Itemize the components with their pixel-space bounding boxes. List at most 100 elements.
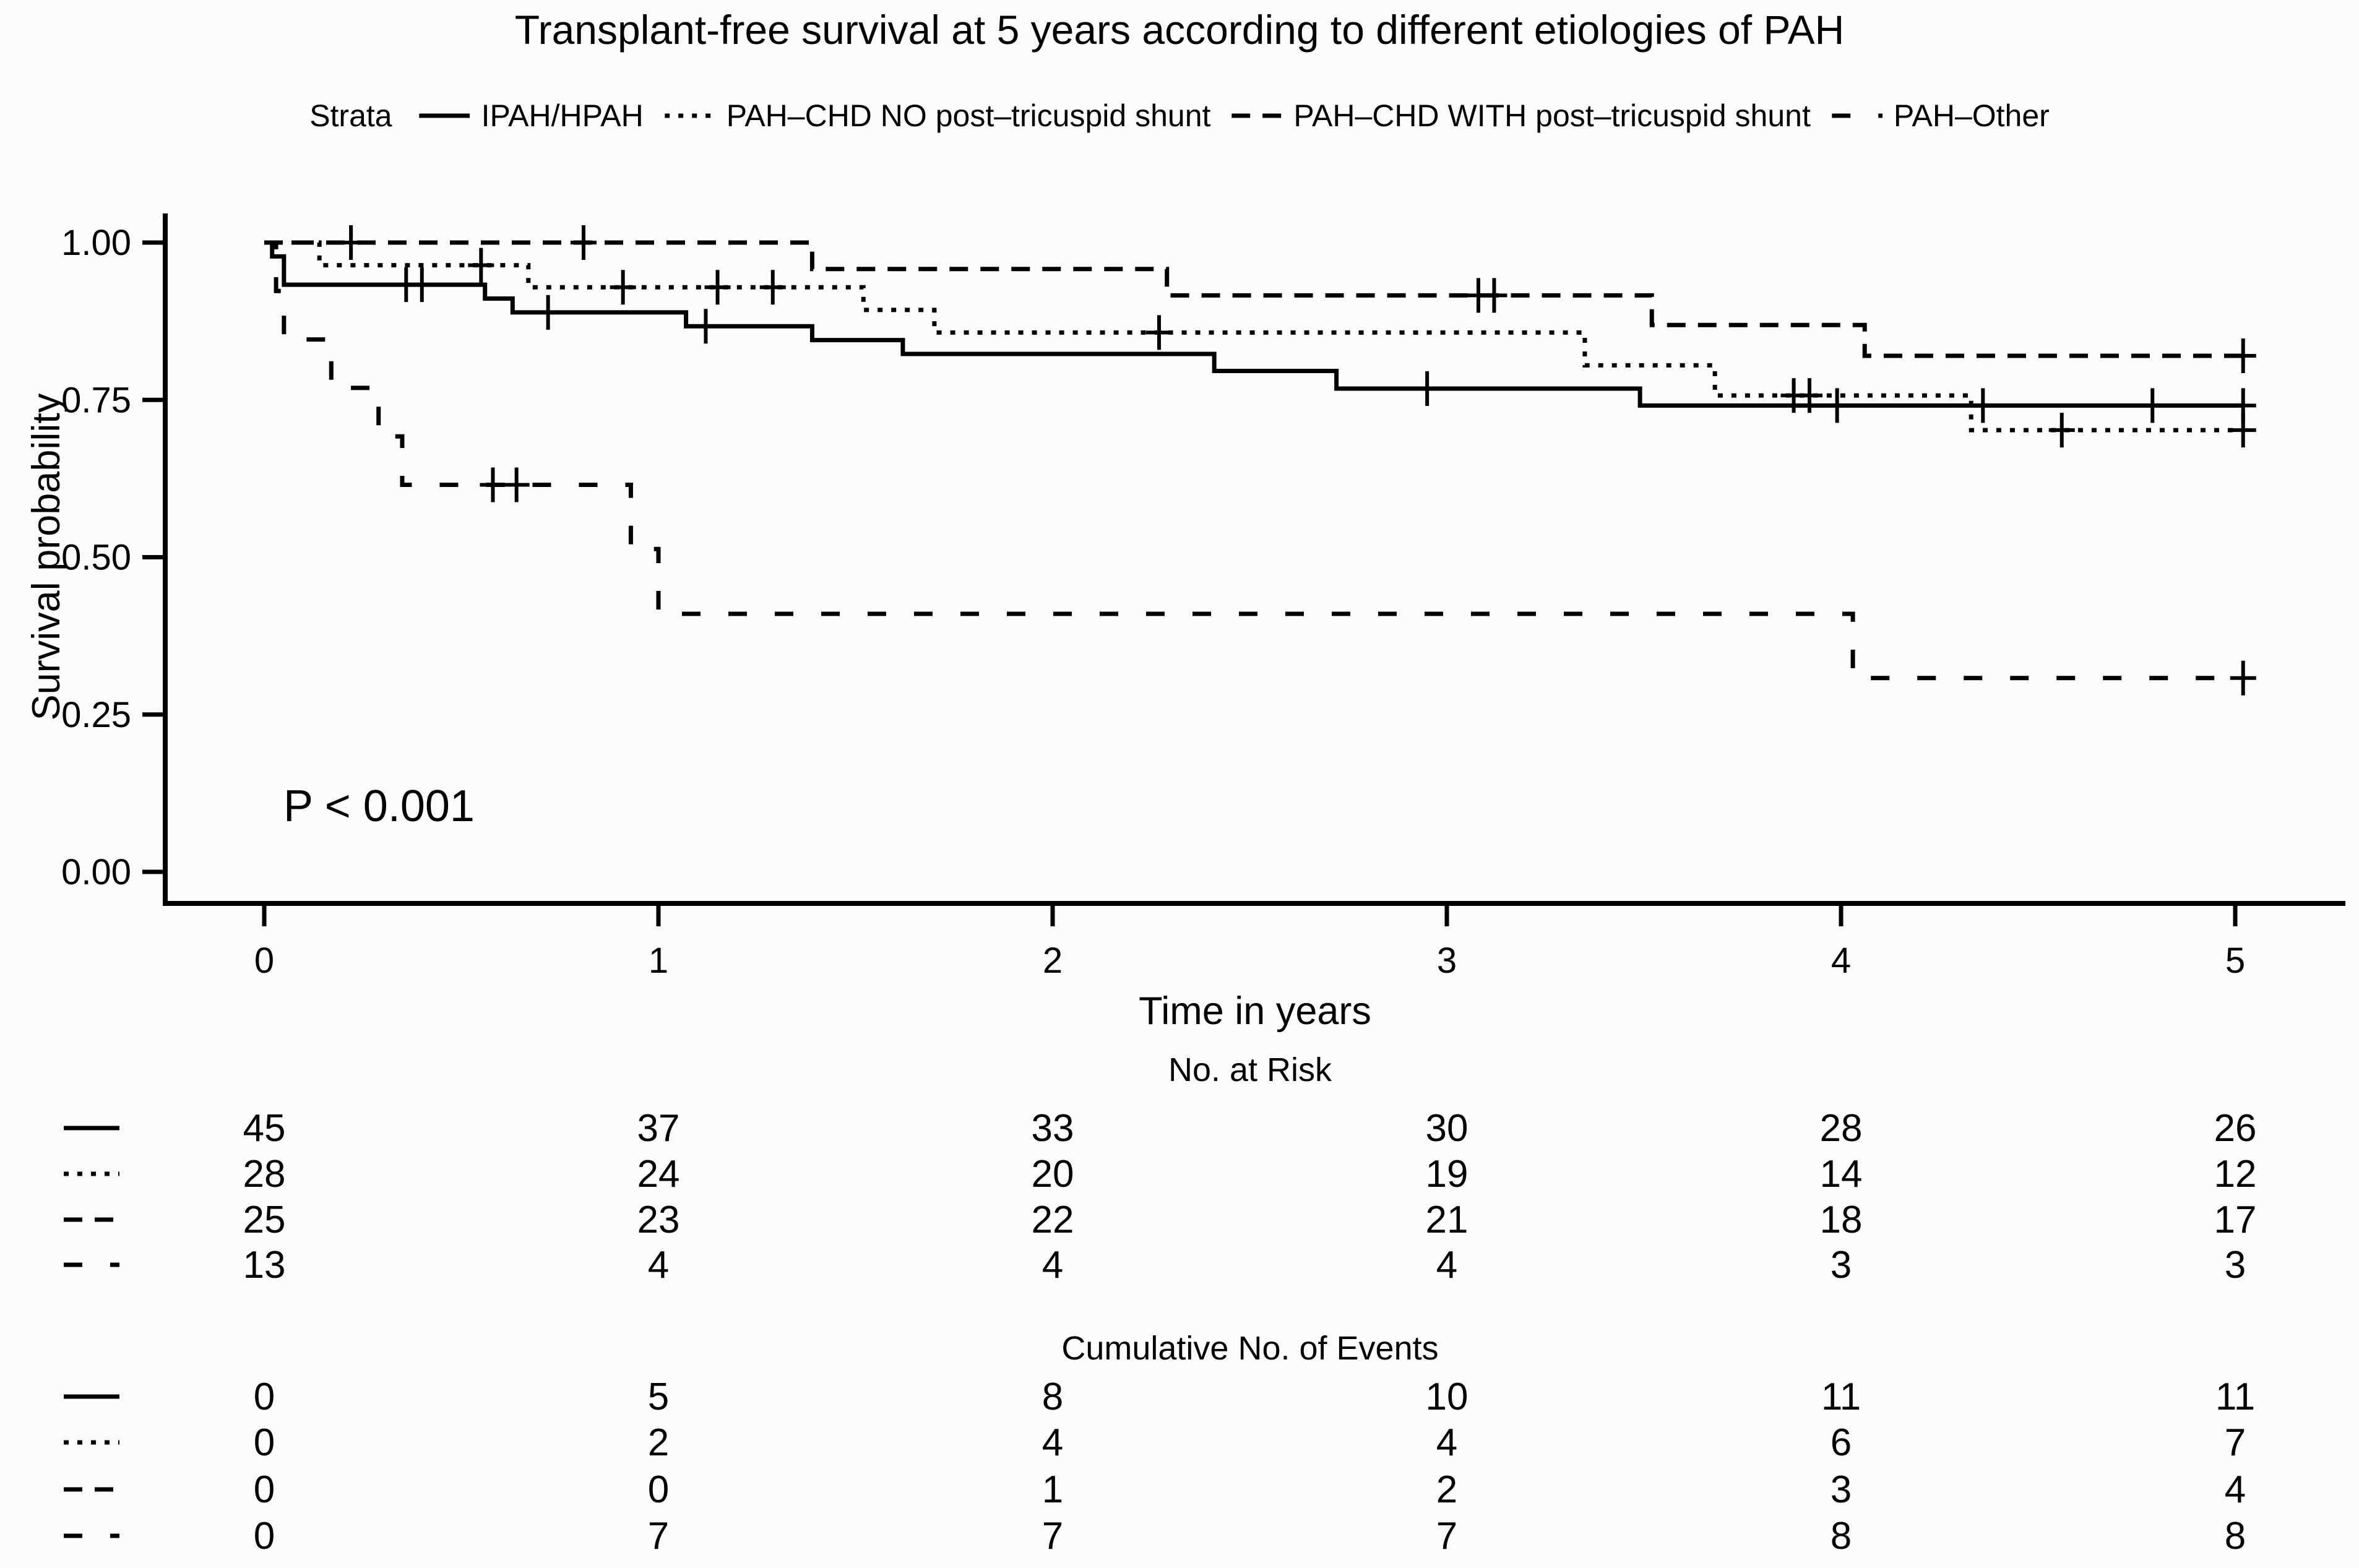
survival-curve-ipah-hpah xyxy=(264,240,2243,408)
risk-value-pah-chd-no-post-tricuspid-shunt-t2: 20 xyxy=(1032,1153,1074,1195)
x-axis-title: Time in years xyxy=(1139,989,1371,1033)
risk-value-pah-chd-with-post-tricuspid-shunt-t5: 17 xyxy=(2214,1199,2257,1241)
risk-value-ipah-hpah-t5: 26 xyxy=(2214,1107,2257,1150)
censor-mark-pah-chd-with-post-tricuspid-shunt xyxy=(338,225,364,260)
legend-item-label: PAH–CHD NO post–tricuspid shunt xyxy=(726,98,1211,133)
legend-item-ipah-hpah: IPAH/HPAH xyxy=(419,98,644,134)
risk-value-pah-chd-with-post-tricuspid-shunt-t0: 25 xyxy=(243,1199,286,1241)
censor-mark-ipah-hpah xyxy=(535,295,561,330)
censor-mark-ipah-hpah xyxy=(1824,388,1850,423)
risk-value-pah-chd-with-post-tricuspid-shunt-t2: 22 xyxy=(1032,1199,1074,1241)
events-value-pah-chd-with-post-tricuspid-shunt-t5: 4 xyxy=(2225,1468,2246,1511)
events-value-ipah-hpah-t1: 5 xyxy=(648,1376,669,1418)
pvalue-annotation: P < 0.001 xyxy=(283,782,475,831)
x-tick-label: 1 xyxy=(649,941,668,981)
censor-mark-pah-other xyxy=(503,467,530,502)
events-value-pah-chd-with-post-tricuspid-shunt-t3: 2 xyxy=(1436,1468,1457,1511)
censor-mark-pah-chd-no-post-tricuspid-shunt xyxy=(1796,378,1823,413)
risk-value-pah-chd-with-post-tricuspid-shunt-t1: 23 xyxy=(637,1199,680,1241)
y-tick-label: 0.25 xyxy=(61,695,131,735)
events-value-pah-other-t1: 7 xyxy=(648,1515,669,1557)
legend-item-label: PAH–CHD WITH post–tricuspid shunt xyxy=(1293,98,1811,133)
risk-value-pah-chd-no-post-tricuspid-shunt-t0: 28 xyxy=(243,1153,286,1195)
y-tick-label: 0.50 xyxy=(61,538,131,578)
events-value-pah-other-t3: 7 xyxy=(1436,1515,1457,1557)
events-value-pah-other-t2: 7 xyxy=(1042,1515,1063,1557)
risk-value-pah-chd-no-post-tricuspid-shunt-t3: 19 xyxy=(1426,1153,1468,1195)
censor-mark-pah-chd-no-post-tricuspid-shunt xyxy=(704,270,731,305)
risk-value-pah-chd-no-post-tricuspid-shunt-t4: 14 xyxy=(1820,1153,1863,1195)
legend-line-sample-solid xyxy=(419,113,470,118)
x-tick-label: 5 xyxy=(2225,941,2245,981)
events-value-pah-chd-no-post-tricuspid-shunt-t4: 6 xyxy=(1831,1421,1852,1464)
survival-curve-pah-chd-no-post-tricuspid-shunt xyxy=(264,240,2243,433)
legend-items: IPAH/HPAH PAH–CHD NO post–tricuspid shunt… xyxy=(419,98,2050,134)
events-table-title: Cumulative No. of Events xyxy=(1061,1330,1439,1367)
events-value-ipah-hpah-t5: 11 xyxy=(2215,1376,2255,1418)
events-value-pah-chd-no-post-tricuspid-shunt-t2: 4 xyxy=(1042,1421,1063,1464)
risk-value-pah-other-t1: 4 xyxy=(648,1244,669,1286)
events-value-ipah-hpah-t0: 0 xyxy=(254,1376,275,1418)
censor-mark-pah-chd-no-post-tricuspid-shunt xyxy=(2048,413,2075,448)
events-value-pah-chd-with-post-tricuspid-shunt-t1: 0 xyxy=(648,1468,669,1511)
events-value-pah-chd-with-post-tricuspid-shunt-t2: 1 xyxy=(1042,1468,1063,1511)
censor-mark-ipah-hpah xyxy=(1970,388,1996,423)
risk-value-pah-chd-with-post-tricuspid-shunt-t4: 18 xyxy=(1820,1199,1863,1241)
censor-mark-pah-other xyxy=(2230,660,2256,696)
risk-value-ipah-hpah-t3: 30 xyxy=(1426,1107,1468,1150)
risk-table-title: No. at Risk xyxy=(1168,1051,1332,1088)
censor-mark-ipah-hpah xyxy=(2139,388,2166,423)
risk-value-pah-other-t4: 3 xyxy=(1831,1244,1852,1286)
y-tick-label: 0.00 xyxy=(61,852,131,892)
events-value-ipah-hpah-t4: 11 xyxy=(1821,1376,1861,1418)
legend-item-pah-chd-no-post-tricuspid-shunt: PAH–CHD NO post–tricuspid shunt xyxy=(664,98,1211,134)
y-tick-label: 1.00 xyxy=(61,223,131,263)
censor-mark-pah-chd-no-post-tricuspid-shunt xyxy=(2230,413,2256,448)
legend-line-sample-longdash xyxy=(1831,113,1882,118)
events-value-pah-other-t5: 8 xyxy=(2225,1515,2246,1557)
legend-item-label: PAH–Other xyxy=(1893,98,2050,133)
censor-mark-pah-chd-with-post-tricuspid-shunt xyxy=(570,225,597,260)
chart-title: Transplant-free survival at 5 years acco… xyxy=(514,7,1845,53)
censor-mark-pah-other xyxy=(480,467,506,502)
events-value-pah-chd-no-post-tricuspid-shunt-t1: 2 xyxy=(648,1421,669,1464)
y-tick-label: 0.75 xyxy=(61,380,131,420)
legend-item-label: IPAH/HPAH xyxy=(481,98,644,133)
risk-value-pah-other-t0: 13 xyxy=(243,1244,286,1286)
risk-value-pah-other-t2: 4 xyxy=(1042,1244,1063,1286)
censor-mark-ipah-hpah xyxy=(408,267,435,303)
events-value-pah-other-t0: 0 xyxy=(254,1515,275,1557)
survival-curve-pah-chd-with-post-tricuspid-shunt xyxy=(264,240,2243,358)
legend-item-pah-chd-with-post-tricuspid-shunt: PAH–CHD WITH post–tricuspid shunt xyxy=(1231,98,1811,134)
risk-value-pah-other-t3: 4 xyxy=(1436,1244,1457,1286)
risk-value-ipah-hpah-t0: 45 xyxy=(243,1107,286,1150)
risk-value-pah-chd-no-post-tricuspid-shunt-t5: 12 xyxy=(2214,1153,2257,1195)
risk-value-pah-chd-with-post-tricuspid-shunt-t3: 21 xyxy=(1426,1199,1468,1241)
legend-item-pah-other: PAH–Other xyxy=(1831,98,2050,134)
censor-mark-ipah-hpah xyxy=(692,309,719,344)
x-tick-label: 4 xyxy=(1831,941,1851,981)
risk-value-ipah-hpah-t4: 28 xyxy=(1820,1107,1863,1150)
censor-mark-pah-chd-with-post-tricuspid-shunt xyxy=(1481,278,1507,313)
censor-mark-pah-chd-no-post-tricuspid-shunt xyxy=(468,248,494,283)
events-value-ipah-hpah-t3: 10 xyxy=(1426,1376,1468,1418)
events-value-pah-chd-no-post-tricuspid-shunt-t3: 4 xyxy=(1436,1421,1457,1464)
censor-mark-pah-chd-no-post-tricuspid-shunt xyxy=(759,270,786,305)
events-value-pah-other-t4: 8 xyxy=(1831,1515,1852,1557)
events-value-ipah-hpah-t2: 8 xyxy=(1042,1376,1063,1418)
events-value-pah-chd-with-post-tricuspid-shunt-t4: 3 xyxy=(1831,1468,1852,1511)
events-value-pah-chd-no-post-tricuspid-shunt-t0: 0 xyxy=(254,1421,275,1464)
risk-value-pah-chd-no-post-tricuspid-shunt-t1: 24 xyxy=(637,1153,680,1195)
legend: Strata IPAH/HPAH PAH–CHD NO post–tricuspi… xyxy=(309,98,2050,134)
legend-line-sample-dashed xyxy=(1231,113,1283,118)
x-tick-label: 3 xyxy=(1437,941,1457,981)
risk-value-ipah-hpah-t1: 37 xyxy=(637,1107,680,1150)
x-tick-label: 2 xyxy=(1043,941,1063,981)
censor-mark-pah-chd-no-post-tricuspid-shunt xyxy=(1145,315,1172,350)
risk-value-pah-other-t5: 3 xyxy=(2225,1244,2246,1286)
censor-mark-pah-chd-no-post-tricuspid-shunt xyxy=(610,270,636,305)
x-tick-label: 0 xyxy=(254,941,274,981)
legend-strata-label: Strata xyxy=(309,98,392,133)
events-value-pah-chd-with-post-tricuspid-shunt-t0: 0 xyxy=(254,1468,275,1511)
